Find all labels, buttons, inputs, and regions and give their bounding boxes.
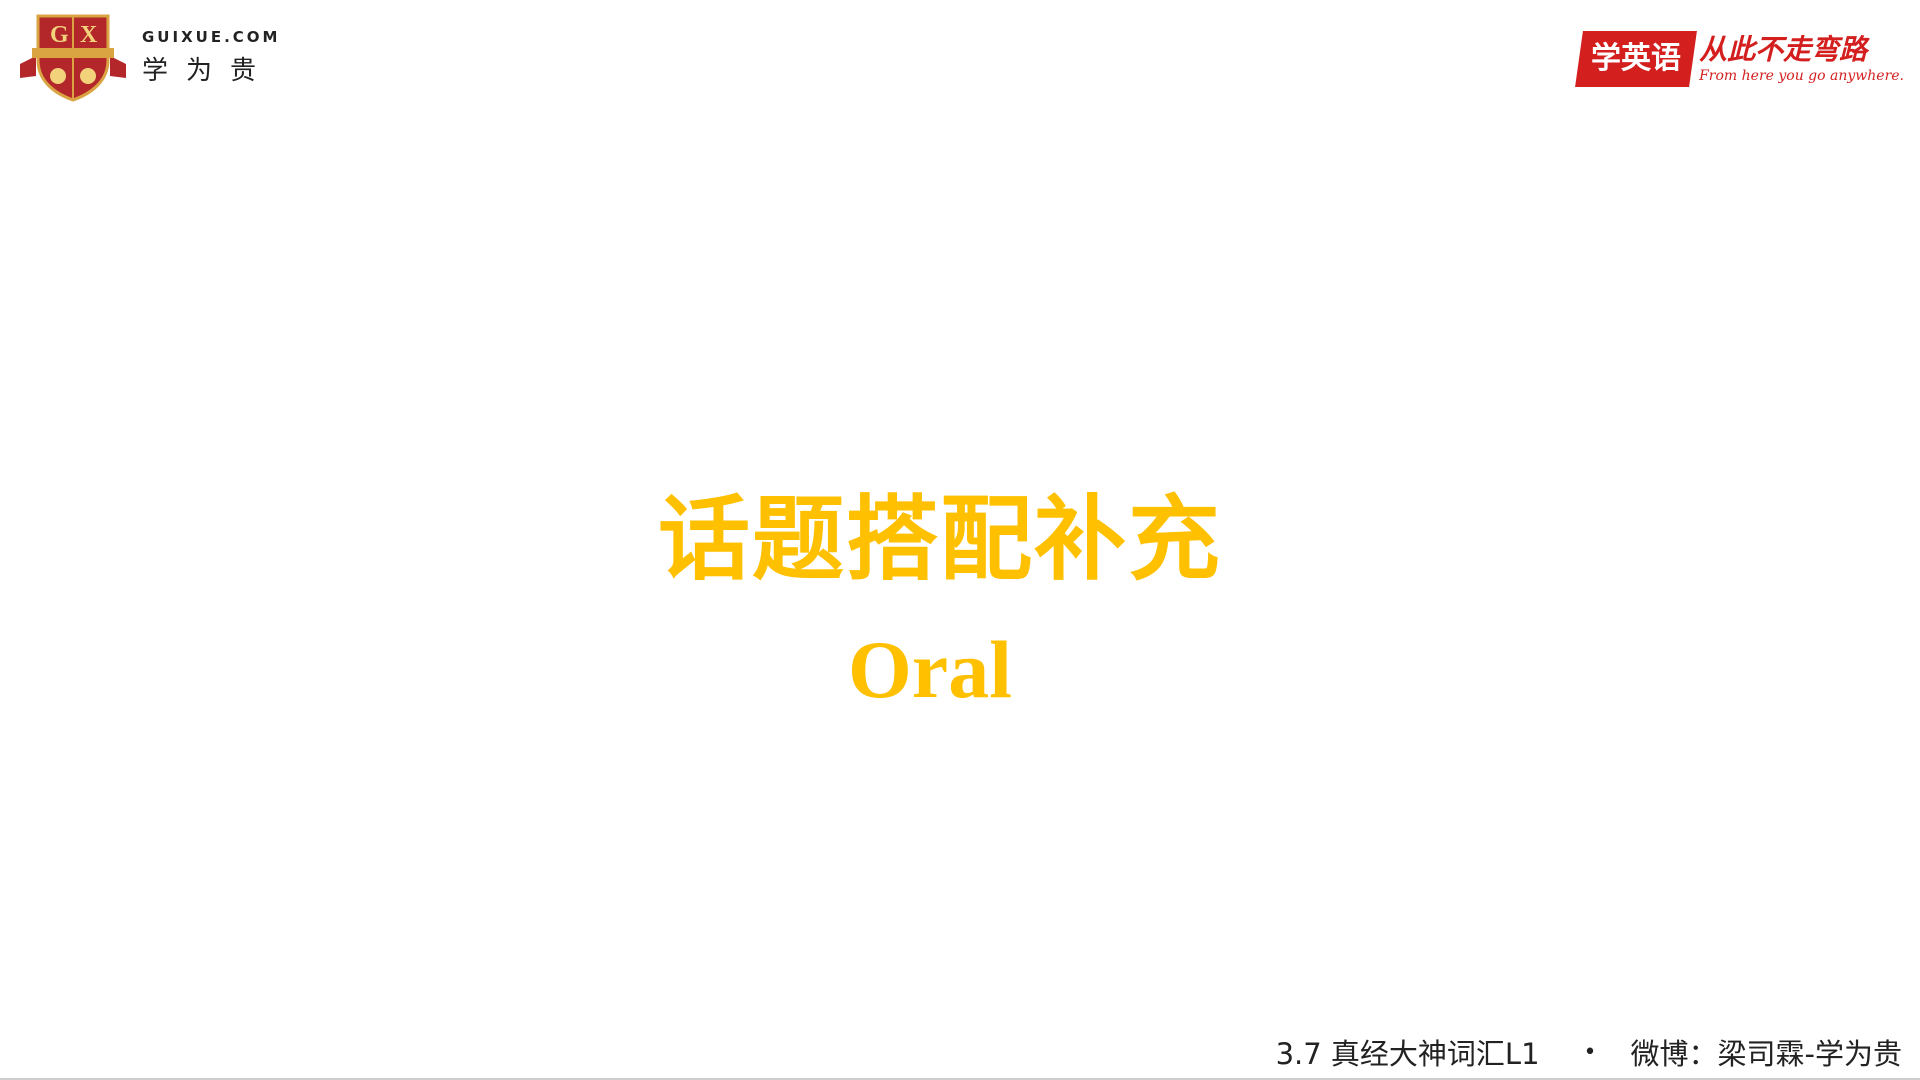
bottom-divider <box>0 1078 1920 1080</box>
slogan-badge: 学英语 <box>1575 31 1698 87</box>
slogan-sub: From here you go anywhere. <box>1699 68 1904 84</box>
svg-text:X: X <box>80 22 98 48</box>
slogan-logo-right: 学英语 从此不走弯路 From here you go anywhere. <box>1575 28 1904 90</box>
crest-logo-icon: G X <box>20 14 126 102</box>
slogan-main: 从此不走弯路 <box>1699 33 1868 66</box>
footer-separator: • <box>1583 1039 1597 1065</box>
slide-title-english: Oral <box>848 624 1012 715</box>
footer-weibo: 微博：梁司霖-学为贵 <box>1630 1037 1902 1071</box>
footer-course: 3.7 真经大神词汇L1 <box>1275 1037 1540 1071</box>
brand-domain: GUIXUE.COM <box>142 27 281 46</box>
slide-footer: 3.7 真经大神词汇L1 • 微博：梁司霖-学为贵 <box>1276 1030 1902 1074</box>
slogan-badge-text: 学英语 <box>1591 41 1682 76</box>
brand-logo-left: G X GUIXUE.COM 学为贵 <box>18 12 280 102</box>
slide-title-chinese: 话题搭配补充 <box>657 486 1222 593</box>
brand-name: 学为贵 <box>142 55 275 86</box>
svg-text:G: G <box>50 22 69 48</box>
